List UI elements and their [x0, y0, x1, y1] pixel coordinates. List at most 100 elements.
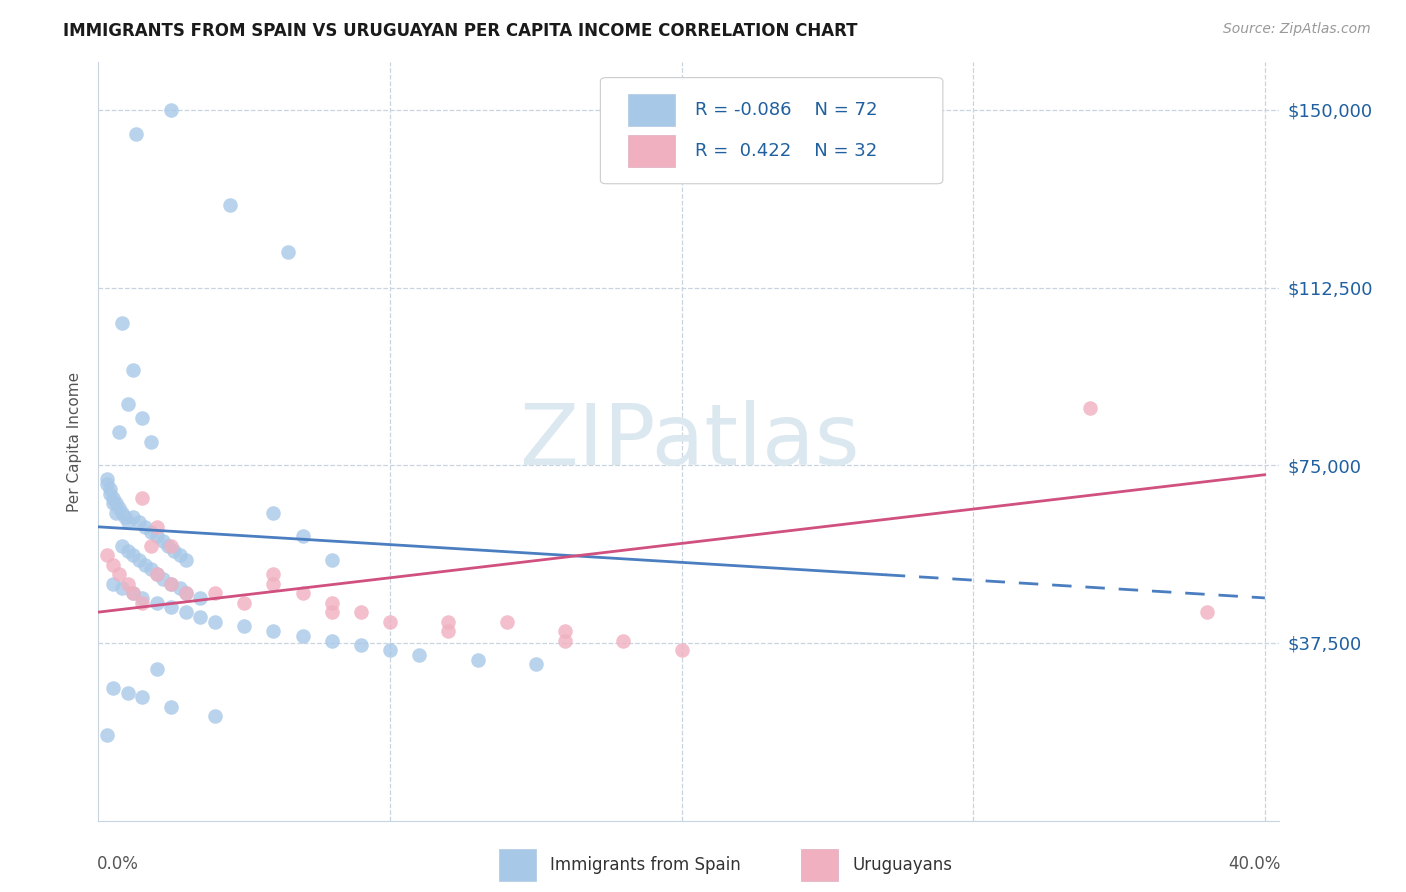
Text: Source: ZipAtlas.com: Source: ZipAtlas.com — [1223, 22, 1371, 37]
Point — [233, 596, 256, 610]
Point — [163, 543, 186, 558]
Point — [128, 553, 150, 567]
Point — [495, 615, 517, 629]
Point — [96, 728, 118, 742]
Text: IMMIGRANTS FROM SPAIN VS URUGUAYAN PER CAPITA INCOME CORRELATION CHART: IMMIGRANTS FROM SPAIN VS URUGUAYAN PER C… — [63, 22, 858, 40]
Point — [117, 576, 139, 591]
Point — [108, 567, 131, 582]
Point — [262, 506, 284, 520]
Point — [169, 548, 191, 563]
Point — [408, 648, 430, 662]
Text: R =  0.422    N = 32: R = 0.422 N = 32 — [695, 142, 877, 161]
Y-axis label: Per Capita Income: Per Capita Income — [67, 371, 83, 512]
Point — [1078, 401, 1101, 416]
Point — [101, 681, 124, 695]
Text: ZIPatlas: ZIPatlas — [519, 400, 859, 483]
Point — [139, 434, 162, 449]
Point — [101, 496, 124, 510]
Point — [350, 638, 373, 652]
Point — [160, 576, 183, 591]
Point — [554, 633, 576, 648]
Point — [96, 477, 118, 491]
Point — [262, 624, 284, 639]
Point — [122, 586, 145, 600]
Point — [101, 558, 124, 572]
Point — [96, 473, 118, 487]
Point — [321, 605, 343, 619]
Point — [291, 586, 314, 600]
Point — [122, 510, 145, 524]
Point — [122, 363, 145, 377]
Point — [104, 506, 127, 520]
Point — [174, 586, 197, 600]
Point — [174, 586, 197, 600]
Point — [145, 596, 167, 610]
Point — [139, 539, 162, 553]
Point — [321, 553, 343, 567]
Point — [101, 491, 124, 506]
Point — [117, 686, 139, 700]
Point — [145, 567, 167, 582]
Point — [174, 605, 197, 619]
Point — [128, 515, 150, 529]
Point — [204, 586, 226, 600]
Text: 0.0%: 0.0% — [97, 855, 139, 872]
Point — [321, 633, 343, 648]
Point — [111, 316, 134, 330]
Point — [378, 615, 401, 629]
Point — [96, 548, 118, 563]
Point — [152, 534, 174, 549]
Point — [554, 624, 576, 639]
Text: Immigrants from Spain: Immigrants from Spain — [550, 856, 741, 874]
Point — [378, 643, 401, 657]
Point — [98, 486, 121, 500]
Point — [114, 510, 136, 524]
Point — [160, 576, 183, 591]
Point — [1195, 605, 1218, 619]
Point — [437, 615, 460, 629]
Text: R = -0.086    N = 72: R = -0.086 N = 72 — [695, 101, 877, 120]
Point — [145, 529, 167, 543]
Point — [277, 244, 299, 259]
Point — [111, 539, 134, 553]
Bar — [627, 136, 675, 167]
Point — [98, 482, 121, 496]
Point — [612, 633, 634, 648]
Point — [104, 496, 127, 510]
Point — [671, 643, 693, 657]
Point — [131, 491, 153, 506]
Text: Uruguayans: Uruguayans — [852, 856, 952, 874]
Point — [233, 619, 256, 633]
Point — [157, 539, 180, 553]
Point — [218, 197, 240, 211]
Point — [131, 410, 153, 425]
FancyBboxPatch shape — [600, 78, 943, 184]
Point — [152, 572, 174, 586]
Point — [437, 624, 460, 639]
Point — [262, 567, 284, 582]
Point — [321, 596, 343, 610]
Point — [204, 615, 226, 629]
Point — [204, 709, 226, 723]
Point — [122, 548, 145, 563]
Point — [111, 582, 134, 596]
Point — [174, 553, 197, 567]
Point — [122, 586, 145, 600]
Point — [108, 425, 131, 439]
Point — [134, 558, 156, 572]
Point — [134, 520, 156, 534]
Point — [145, 662, 167, 676]
Point — [125, 127, 148, 141]
Point — [169, 582, 191, 596]
Point — [190, 610, 212, 624]
Point — [131, 690, 153, 705]
Point — [145, 520, 167, 534]
Point — [350, 605, 373, 619]
Point — [139, 562, 162, 576]
Point — [101, 576, 124, 591]
Point — [160, 699, 183, 714]
Point — [108, 500, 131, 515]
Point — [160, 539, 183, 553]
Point — [131, 591, 153, 605]
Point — [160, 600, 183, 615]
